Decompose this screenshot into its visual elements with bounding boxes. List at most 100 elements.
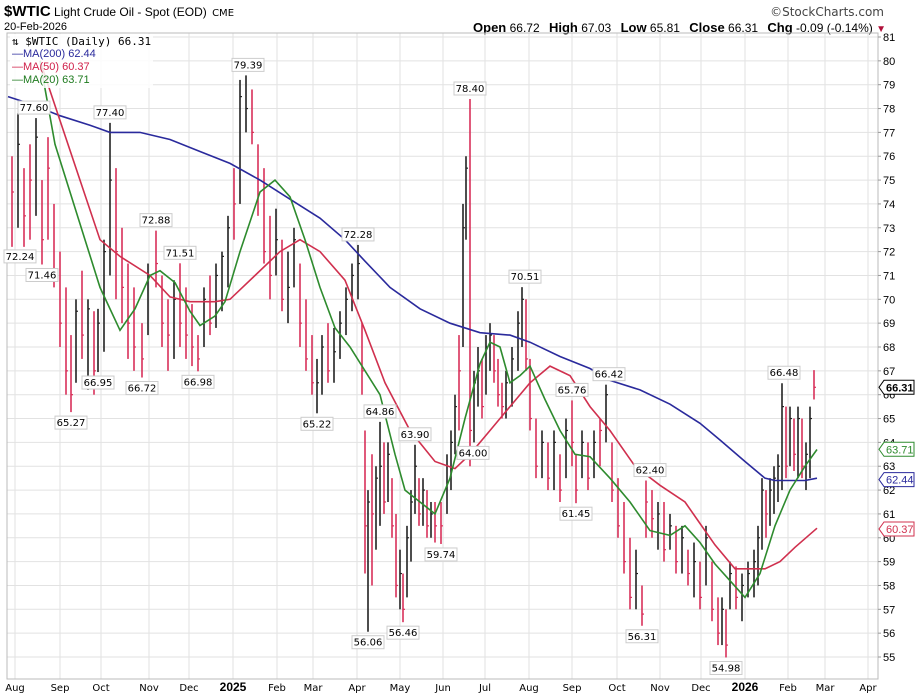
svg-text:Mar: Mar: [816, 683, 836, 694]
legend-ma50: —MA(50) 60.37: [12, 61, 90, 73]
svg-text:71: 71: [883, 270, 895, 282]
svg-text:69: 69: [883, 318, 895, 330]
svg-text:Oct: Oct: [92, 683, 109, 694]
svg-text:54.98: 54.98: [712, 663, 741, 674]
svg-text:72: 72: [883, 247, 895, 259]
svg-text:Apr: Apr: [859, 683, 877, 694]
svg-text:70: 70: [883, 294, 895, 306]
svg-text:61.45: 61.45: [562, 509, 591, 520]
svg-text:75: 75: [883, 175, 895, 187]
svg-text:77: 77: [883, 127, 895, 139]
svg-text:65: 65: [883, 414, 895, 426]
svg-text:65.22: 65.22: [303, 419, 332, 430]
svg-text:64.00: 64.00: [459, 448, 488, 459]
svg-text:59.74: 59.74: [427, 550, 456, 561]
svg-text:77.60: 77.60: [20, 103, 49, 114]
legend-main-text: $WTIC (Daily) 66.31: [25, 35, 152, 48]
svg-text:56: 56: [883, 628, 895, 640]
close-label: Close: [689, 20, 725, 35]
svg-text:72.28: 72.28: [344, 230, 373, 241]
svg-text:62.44: 62.44: [886, 475, 914, 487]
svg-text:77.40: 77.40: [96, 108, 125, 119]
chg-value: -0.09 (-0.14%): [796, 21, 873, 35]
svg-text:73: 73: [883, 223, 895, 235]
svg-text:2026: 2026: [732, 680, 759, 694]
down-triangle-icon: ▼: [876, 24, 886, 35]
svg-text:72.88: 72.88: [142, 216, 171, 227]
svg-text:60.37: 60.37: [886, 524, 914, 536]
svg-text:71.46: 71.46: [28, 270, 57, 281]
svg-text:Oct: Oct: [608, 683, 625, 694]
svg-text:Aug: Aug: [519, 683, 539, 694]
legend-ma50-text: MA(50) 60.37: [23, 61, 90, 73]
chart-legend: ⇅ $WTIC (Daily) 66.31 —MA(200) 62.44 —MA…: [10, 34, 154, 88]
svg-text:56.46: 56.46: [389, 628, 418, 639]
svg-text:59: 59: [883, 557, 895, 569]
exchange: CME: [212, 8, 235, 19]
svg-text:63: 63: [883, 461, 895, 473]
svg-text:62: 62: [883, 485, 895, 497]
svg-text:66.98: 66.98: [184, 377, 213, 388]
svg-text:May: May: [390, 683, 411, 694]
svg-text:71.51: 71.51: [166, 248, 195, 259]
svg-text:68: 68: [883, 342, 895, 354]
svg-text:66.48: 66.48: [770, 368, 799, 379]
ohlc-summary: Open 66.72 High 67.03 Low 65.81 Close 66…: [473, 20, 886, 35]
legend-ma200: —MA(200) 62.44: [12, 48, 96, 60]
svg-text:56.06: 56.06: [354, 638, 383, 649]
svg-text:64.86: 64.86: [366, 407, 395, 418]
svg-text:Dec: Dec: [179, 683, 198, 694]
svg-text:74: 74: [883, 199, 895, 211]
low-value: 65.81: [649, 21, 680, 35]
svg-text:Nov: Nov: [650, 683, 670, 694]
price-annotations: 77.60 72.24 71.46 77.40 65.27 66.95 72.88 71.51…: [3, 57, 801, 675]
svg-text:80: 80: [883, 56, 895, 68]
svg-text:Sep: Sep: [563, 683, 582, 694]
svg-text:63.90: 63.90: [401, 430, 430, 441]
svg-text:Aug: Aug: [5, 683, 25, 694]
svg-text:Mar: Mar: [304, 683, 324, 694]
y-axis: 5556575859606162636465666768697071727374…: [878, 32, 895, 664]
svg-text:65.76: 65.76: [558, 385, 587, 396]
svg-text:78.40: 78.40: [456, 84, 485, 95]
instrument-name: Light Crude Oil - Spot (EOD): [54, 5, 207, 19]
low-label: Low: [620, 20, 647, 35]
svg-text:70.51: 70.51: [511, 272, 540, 283]
svg-text:Jun: Jun: [434, 683, 451, 694]
svg-text:Feb: Feb: [268, 683, 286, 694]
close-value: 66.31: [728, 21, 759, 35]
svg-text:66.72: 66.72: [128, 384, 157, 395]
svg-text:65.27: 65.27: [57, 418, 86, 429]
chart-title: $WTIC Light Crude Oil - Spot (EOD) CME: [4, 3, 234, 20]
svg-text:81: 81: [883, 32, 895, 44]
svg-text:72.24: 72.24: [6, 252, 35, 263]
svg-text:2025: 2025: [220, 680, 247, 694]
chg-label: Chg: [767, 20, 793, 35]
svg-text:63.71: 63.71: [886, 444, 914, 456]
svg-text:58: 58: [883, 580, 895, 592]
svg-text:55: 55: [883, 652, 895, 664]
open-label: Open: [473, 20, 507, 35]
svg-text:56.31: 56.31: [628, 632, 657, 643]
svg-text:61: 61: [883, 509, 895, 521]
moving-averages: [7, 60, 818, 599]
svg-text:57: 57: [883, 604, 895, 616]
svg-text:67: 67: [883, 366, 895, 378]
svg-text:66.95: 66.95: [84, 378, 113, 389]
grid-lines: [7, 33, 878, 679]
svg-text:66.42: 66.42: [595, 370, 624, 381]
legend-main: ⇅ $WTIC (Daily) 66.31: [12, 35, 151, 48]
legend-ma200-text: MA(200) 62.44: [23, 48, 96, 60]
svg-text:62.40: 62.40: [636, 466, 665, 477]
svg-text:76: 76: [883, 151, 895, 163]
bar-chart-icon: ⇅: [12, 35, 19, 48]
brand-watermark: ©StockCharts.com: [770, 5, 884, 19]
legend-ma20: —MA(20) 63.71: [12, 74, 90, 86]
high-label: High: [548, 20, 578, 35]
svg-text:66.31: 66.31: [886, 382, 914, 394]
legend-ma20-text: MA(20) 63.71: [23, 74, 90, 86]
plot-border: [6, 32, 879, 680]
high-value: 67.03: [581, 21, 612, 35]
svg-text:Sep: Sep: [51, 683, 70, 694]
